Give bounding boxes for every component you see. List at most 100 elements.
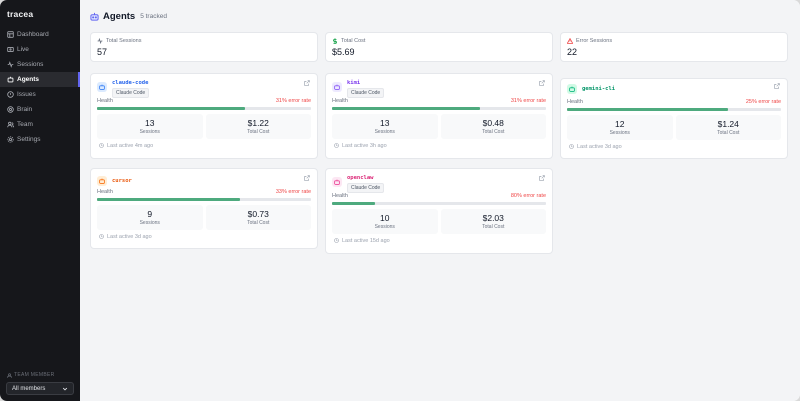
- stat-card-error-sessions: Error Sessions 22: [560, 32, 788, 62]
- external-link-icon[interactable]: [539, 80, 545, 86]
- cost-value: $0.73: [247, 208, 269, 219]
- bot-icon: [90, 12, 99, 21]
- stat-label: Total Sessions: [106, 38, 142, 44]
- agent-card-kimi[interactable]: kimi Claude Code Health 31% error rate 13…: [325, 73, 553, 159]
- agent-name[interactable]: cursor: [112, 178, 132, 184]
- sessions-metric: 12 Sessions: [567, 114, 673, 140]
- sidebar-item-dashboard[interactable]: Dashboard: [0, 27, 80, 42]
- team-member-select-value: All members: [12, 385, 46, 392]
- agent-name[interactable]: openclaw: [347, 175, 374, 181]
- gear-icon: [6, 136, 14, 144]
- cost-value: $0.48: [482, 117, 504, 128]
- last-active-text: Last active 3d ago: [577, 143, 622, 150]
- avatar: [332, 82, 342, 92]
- cost-metric: $2.03 Total Cost: [440, 208, 546, 234]
- sidebar-item-issues[interactable]: Issues: [0, 87, 80, 102]
- stat-label: Total Cost: [341, 38, 366, 44]
- team-member-select[interactable]: All members: [6, 382, 74, 395]
- health-bar: [567, 108, 781, 111]
- last-active: Last active 3h ago: [326, 143, 552, 149]
- sessions-value: 9: [147, 208, 153, 219]
- sidebar-item-label: Brain: [17, 106, 33, 113]
- alert-circle-icon: [6, 91, 14, 99]
- cost-label: Total Cost: [482, 223, 505, 230]
- health-label: Health: [332, 98, 348, 104]
- health-bar: [97, 107, 311, 110]
- avatar: [97, 82, 107, 92]
- clock-icon: [569, 144, 574, 149]
- agent-name[interactable]: kimi: [347, 80, 361, 86]
- health-label: Health: [97, 98, 113, 104]
- bot-icon: [334, 84, 340, 90]
- sidebar-item-agents[interactable]: Agents: [0, 72, 80, 87]
- external-link-icon[interactable]: [774, 83, 780, 89]
- sidebar-item-team[interactable]: Team: [0, 117, 80, 132]
- health-bar: [332, 107, 546, 110]
- cost-metric: $0.73 Total Cost: [205, 204, 311, 230]
- sidebar-item-live[interactable]: Live: [0, 42, 80, 57]
- clock-icon: [99, 143, 104, 148]
- chevron-down-icon: [62, 387, 68, 391]
- health-label: Health: [97, 189, 113, 195]
- agent-card-gemini-cli[interactable]: gemini-cli Health 25% error rate 12 Sessio…: [560, 78, 788, 159]
- sidebar-item-label: Dashboard: [17, 31, 49, 38]
- last-active-text: Last active 4m ago: [107, 142, 154, 149]
- health-bar-fill: [97, 107, 245, 110]
- agent-card-cursor[interactable]: cursor Health 33% error rate 9 Sessions $0…: [90, 168, 318, 249]
- sessions-metric: 13 Sessions: [332, 113, 438, 139]
- agent-card-openclaw[interactable]: openclaw Claude Code Health 80% error rat…: [325, 168, 553, 254]
- stat-value: 57: [97, 47, 108, 57]
- cost-metric: $1.22 Total Cost: [205, 113, 311, 139]
- sessions-value: 12: [615, 118, 625, 129]
- stat-card-total-cost: Total Cost $5.69: [325, 32, 553, 62]
- agent-card-claude-code[interactable]: claude-code Claude Code Health 31% error …: [90, 73, 318, 159]
- dashboard-icon: [6, 31, 14, 39]
- activity-icon: [6, 61, 14, 69]
- dollar-icon: [332, 38, 338, 44]
- stat-card-total-sessions: Total Sessions 57: [90, 32, 318, 62]
- avatar: [567, 84, 577, 94]
- avatar: [97, 176, 107, 186]
- agent-type-badge: Claude Code: [347, 88, 385, 98]
- last-active-text: Last active 3h ago: [342, 142, 387, 149]
- error-rate: 25% error rate: [745, 99, 781, 105]
- last-active: Last active 3d ago: [561, 144, 787, 150]
- external-link-icon[interactable]: [539, 175, 545, 181]
- sessions-value: 10: [380, 212, 390, 223]
- users-icon: [7, 372, 12, 378]
- last-active: Last active 3d ago: [91, 234, 317, 240]
- bot-icon: [99, 178, 105, 184]
- clock-icon: [334, 143, 339, 148]
- broadcast-icon: [6, 46, 14, 54]
- page-header: Agents 5 tracked: [90, 11, 167, 22]
- sessions-label: Sessions: [139, 128, 160, 135]
- sidebar-item-label: Settings: [17, 136, 41, 143]
- cost-label: Total Cost: [482, 128, 505, 135]
- sidebar: tracea Dashboard Live Sessions Agents Is…: [0, 0, 80, 401]
- error-rate: 31% error rate: [275, 98, 311, 104]
- sidebar-nav: Dashboard Live Sessions Agents Issues Br…: [0, 27, 80, 147]
- sidebar-item-sessions[interactable]: Sessions: [0, 57, 80, 72]
- bot-icon: [99, 84, 105, 90]
- team-member-label-text: TEAM MEMBER: [14, 372, 55, 378]
- sidebar-item-brain[interactable]: Brain: [0, 102, 80, 117]
- sessions-metric: 9 Sessions: [97, 204, 203, 230]
- health-bar-fill: [332, 107, 480, 110]
- external-link-icon[interactable]: [304, 80, 310, 86]
- cost-label: Total Cost: [717, 129, 740, 136]
- brand-logo[interactable]: tracea: [7, 9, 34, 19]
- cost-label: Total Cost: [247, 128, 270, 135]
- agent-name[interactable]: claude-code: [112, 80, 149, 86]
- cost-value: $1.22: [247, 117, 269, 128]
- last-active: Last active 15d ago: [326, 238, 552, 244]
- last-active-text: Last active 3d ago: [107, 233, 152, 240]
- brain-icon: [6, 106, 14, 114]
- external-link-icon[interactable]: [304, 175, 310, 181]
- stat-value: $5.69: [332, 47, 355, 57]
- cost-value: $2.03: [482, 212, 504, 223]
- sessions-value: 13: [380, 117, 390, 128]
- agent-name[interactable]: gemini-cli: [582, 86, 616, 92]
- bot-icon: [569, 86, 575, 92]
- sidebar-item-settings[interactable]: Settings: [0, 132, 80, 147]
